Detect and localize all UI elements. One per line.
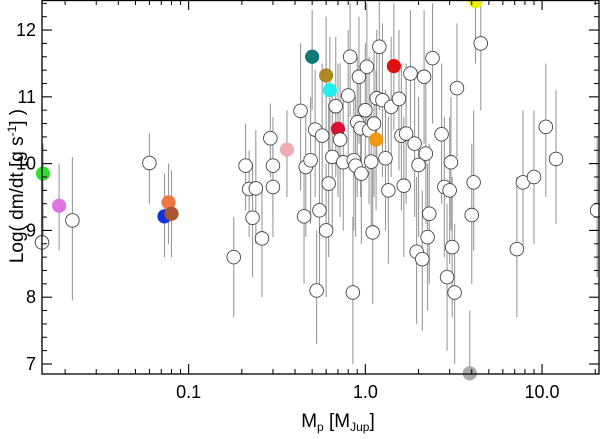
data-point-open [354,166,369,181]
data-point-open [248,181,264,196]
data-point-open [444,239,460,255]
data-point-open [420,229,435,245]
data-point-open [312,203,327,218]
y-tick-label: 8 [26,287,36,307]
x-tick-label: 10.0 [525,382,560,402]
data-point-colored [322,83,337,98]
data-point-open [396,178,412,193]
x-tick-label: 0.1 [176,382,201,402]
data-point-open [359,59,375,75]
data-point-open [263,130,278,146]
data-point-open [538,119,554,135]
data-point-open [293,103,308,119]
data-point-open [342,49,358,65]
error-bars [41,0,598,374]
data-point-open [526,169,542,185]
data-point-open [422,206,437,221]
data-point-open [358,102,373,118]
data-point-open [416,69,432,85]
data-point-open [381,183,396,198]
data-point-open [464,207,479,223]
data-point-open [398,126,414,141]
data-point-colored [368,132,384,147]
y-tick-label: 9 [26,220,36,240]
data-point-open [442,183,457,198]
data-point-open [509,241,525,257]
data-point-open [439,269,455,285]
data-point-open [345,285,361,300]
data-point-open [466,175,481,190]
data-point-colored [164,206,179,221]
y-tick-label: 10 [16,154,36,174]
data-point-open [351,69,367,85]
data-point-open [303,153,318,168]
data-point-open [318,223,334,238]
y-axis-title: Log( dm/dt [g s-1] ) [5,109,28,263]
data-point-open [245,210,260,225]
data-point-open [378,151,393,166]
data-point-open [415,251,430,267]
data-point-open [238,158,253,173]
data-point-open [443,155,459,170]
data-point-open [391,91,407,107]
data-point-open [372,39,387,55]
y-tick-label: 12 [16,20,36,40]
data-point-open [296,209,312,224]
data-point-open [265,179,281,195]
data-point-open [407,136,422,151]
data-point-colored [279,142,295,157]
data-point-open [403,66,418,81]
data-point-open [434,126,449,142]
data-point-open [366,116,382,131]
data-point-open [265,158,281,173]
data-point-colored [52,198,67,213]
plot-frame [41,0,600,375]
data-point-open [65,213,80,228]
data-point-open [449,80,465,96]
data-point-colored [386,59,401,74]
data-point-open [340,88,356,103]
y-tick-label: 7 [26,354,36,374]
data-point-open [254,231,270,246]
data-point-colored [462,366,477,381]
tick-labels: 0.1 1.0 10.0 7 8 9 10 11 12 [16,20,560,402]
data-point-colored [319,68,334,83]
data-point-open [309,283,324,298]
data-point-open [363,154,379,169]
x-axis-title: Mp [MJup] [301,411,375,434]
data-point-open [548,151,564,167]
data-point-open [142,155,157,171]
data-point-open [411,157,426,173]
data-point-open [226,249,241,265]
data-point-open [425,50,440,66]
data-point-open [473,36,489,51]
data-point-open [314,128,330,143]
x-tick-label: 1.0 [353,382,378,402]
data-point-open [418,146,434,161]
data-point-open [321,176,336,191]
y-tick-label: 11 [17,87,36,107]
data-markers [34,0,600,381]
data-point-open [447,285,462,300]
data-point-open [332,132,348,147]
axis-ticks [42,0,599,374]
data-point-colored [305,49,320,64]
data-point-colored [35,166,51,181]
data-point-open [328,98,343,114]
data-point-open [365,225,380,240]
